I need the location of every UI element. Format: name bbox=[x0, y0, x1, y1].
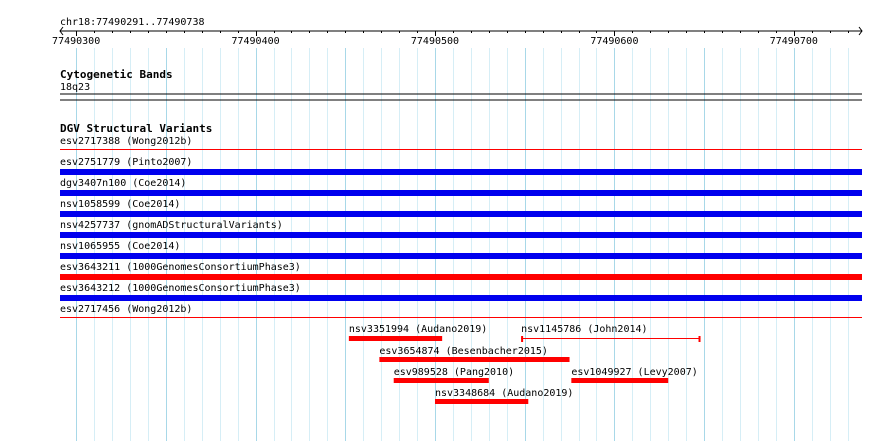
feature-row[interactable]: esv3643211 (1000GenomesConsortiumPhase3) bbox=[60, 262, 862, 280]
feature-cap bbox=[698, 336, 701, 342]
feature-row[interactable]: dgv3407n100 (Coe2014) bbox=[60, 178, 862, 196]
feature-label: esv3643211 (1000GenomesConsortiumPhase3) bbox=[60, 262, 301, 273]
ruler-right-arrow-icon bbox=[858, 26, 863, 36]
feature-row[interactable]: nsv3348684 (Audano2019) bbox=[434, 388, 573, 404]
ruler-tick-label: 77490300 bbox=[52, 36, 100, 47]
feature-block bbox=[348, 336, 443, 341]
feature-block bbox=[379, 357, 570, 362]
feature-bar[interactable] bbox=[60, 317, 862, 318]
feature-label: nsv3351994 (Audano2019) bbox=[349, 324, 487, 335]
feature-row[interactable]: nsv4257737 (gnomADStructuralVariants) bbox=[60, 220, 862, 238]
feature-row[interactable]: nsv1058599 (Coe2014) bbox=[60, 199, 862, 217]
track-title: DGV Structural Variants bbox=[60, 122, 212, 135]
feature-bar[interactable] bbox=[60, 211, 862, 217]
track-cytogenetic-bands[interactable]: Cytogenetic Bands 18q23 bbox=[60, 68, 862, 101]
feature-label: nsv4257737 (gnomADStructuralVariants) bbox=[60, 220, 283, 231]
feature-label: esv3654874 (Besenbacher2015) bbox=[379, 346, 548, 357]
ruler-tick-label: 77490500 bbox=[411, 36, 459, 47]
feature-row[interactable]: esv3643212 (1000GenomesConsortiumPhase3) bbox=[60, 283, 862, 301]
track-dgv-structural-variants[interactable]: DGV Structural Variants esv2717388 (Wong… bbox=[60, 122, 862, 404]
feature-label: nsv1065955 (Coe2014) bbox=[60, 241, 180, 252]
feature-label: nsv3348684 (Audano2019) bbox=[435, 388, 573, 399]
feature-label: esv989528 (Pang2010) bbox=[394, 367, 514, 378]
feature-bar[interactable] bbox=[60, 149, 862, 150]
feature-label: nsv1058599 (Coe2014) bbox=[60, 199, 180, 210]
ruler-tick-label: 77490600 bbox=[590, 36, 638, 47]
feature-bar[interactable] bbox=[60, 232, 862, 238]
feature-bar[interactable] bbox=[60, 274, 862, 280]
feature-bar[interactable] bbox=[571, 378, 669, 383]
ruler-tick-label: 77490700 bbox=[770, 36, 818, 47]
feature-label: esv2717456 (Wong2012b) bbox=[60, 304, 192, 315]
feature-bar[interactable] bbox=[379, 357, 570, 362]
ruler[interactable]: chr18:77490291..77490738 77490300 774904… bbox=[52, 17, 863, 47]
ruler-location: chr18:77490291..77490738 bbox=[60, 17, 205, 28]
feature-bar[interactable] bbox=[521, 336, 701, 342]
feature-row[interactable]: nsv1145786 (John2014) bbox=[521, 324, 701, 342]
band-label[interactable]: 18q23 bbox=[60, 82, 90, 93]
feature-label: esv1049927 (Levy2007) bbox=[571, 367, 697, 378]
ruler-ticks bbox=[76, 31, 849, 36]
feature-bar[interactable] bbox=[60, 190, 862, 196]
feature-row[interactable]: esv2717388 (Wong2012b) bbox=[60, 136, 862, 150]
ruler-tick-label: 77490400 bbox=[231, 36, 279, 47]
feature-line bbox=[521, 338, 701, 339]
feature-label: dgv3407n100 (Coe2014) bbox=[60, 178, 186, 189]
full-width-features: esv2717388 (Wong2012b) esv2751779 (Pinto… bbox=[60, 136, 862, 318]
ruler-left-arrow-icon bbox=[59, 26, 64, 36]
feature-row[interactable]: esv3654874 (Besenbacher2015) bbox=[379, 346, 570, 362]
feature-block bbox=[393, 378, 489, 383]
feature-label: esv2751779 (Pinto2007) bbox=[60, 157, 192, 168]
feature-row[interactable]: esv1049927 (Levy2007) bbox=[571, 367, 698, 383]
feature-block bbox=[571, 378, 669, 383]
partial-features: nsv3351994 (Audano2019) nsv1145786 (John… bbox=[348, 324, 701, 404]
feature-bar[interactable] bbox=[393, 378, 489, 383]
feature-block bbox=[434, 399, 529, 404]
feature-row[interactable]: esv989528 (Pang2010) bbox=[393, 367, 514, 383]
feature-row[interactable]: esv2751779 (Pinto2007) bbox=[60, 157, 862, 175]
grid-lines bbox=[76, 48, 849, 441]
feature-bar[interactable] bbox=[60, 169, 862, 175]
feature-row[interactable]: nsv1065955 (Coe2014) bbox=[60, 241, 862, 259]
feature-row[interactable]: nsv3351994 (Audano2019) bbox=[348, 324, 487, 341]
feature-cap bbox=[521, 336, 524, 342]
feature-label: esv2717388 (Wong2012b) bbox=[60, 136, 192, 147]
feature-bar[interactable] bbox=[434, 399, 529, 404]
feature-label: nsv1145786 (John2014) bbox=[521, 324, 647, 335]
track-title: Cytogenetic Bands bbox=[60, 68, 173, 81]
feature-label: esv3643212 (1000GenomesConsortiumPhase3) bbox=[60, 283, 301, 294]
feature-bar[interactable] bbox=[60, 253, 862, 259]
feature-row[interactable]: esv2717456 (Wong2012b) bbox=[60, 304, 862, 318]
feature-bar[interactable] bbox=[348, 336, 443, 341]
feature-bar[interactable] bbox=[60, 295, 862, 301]
